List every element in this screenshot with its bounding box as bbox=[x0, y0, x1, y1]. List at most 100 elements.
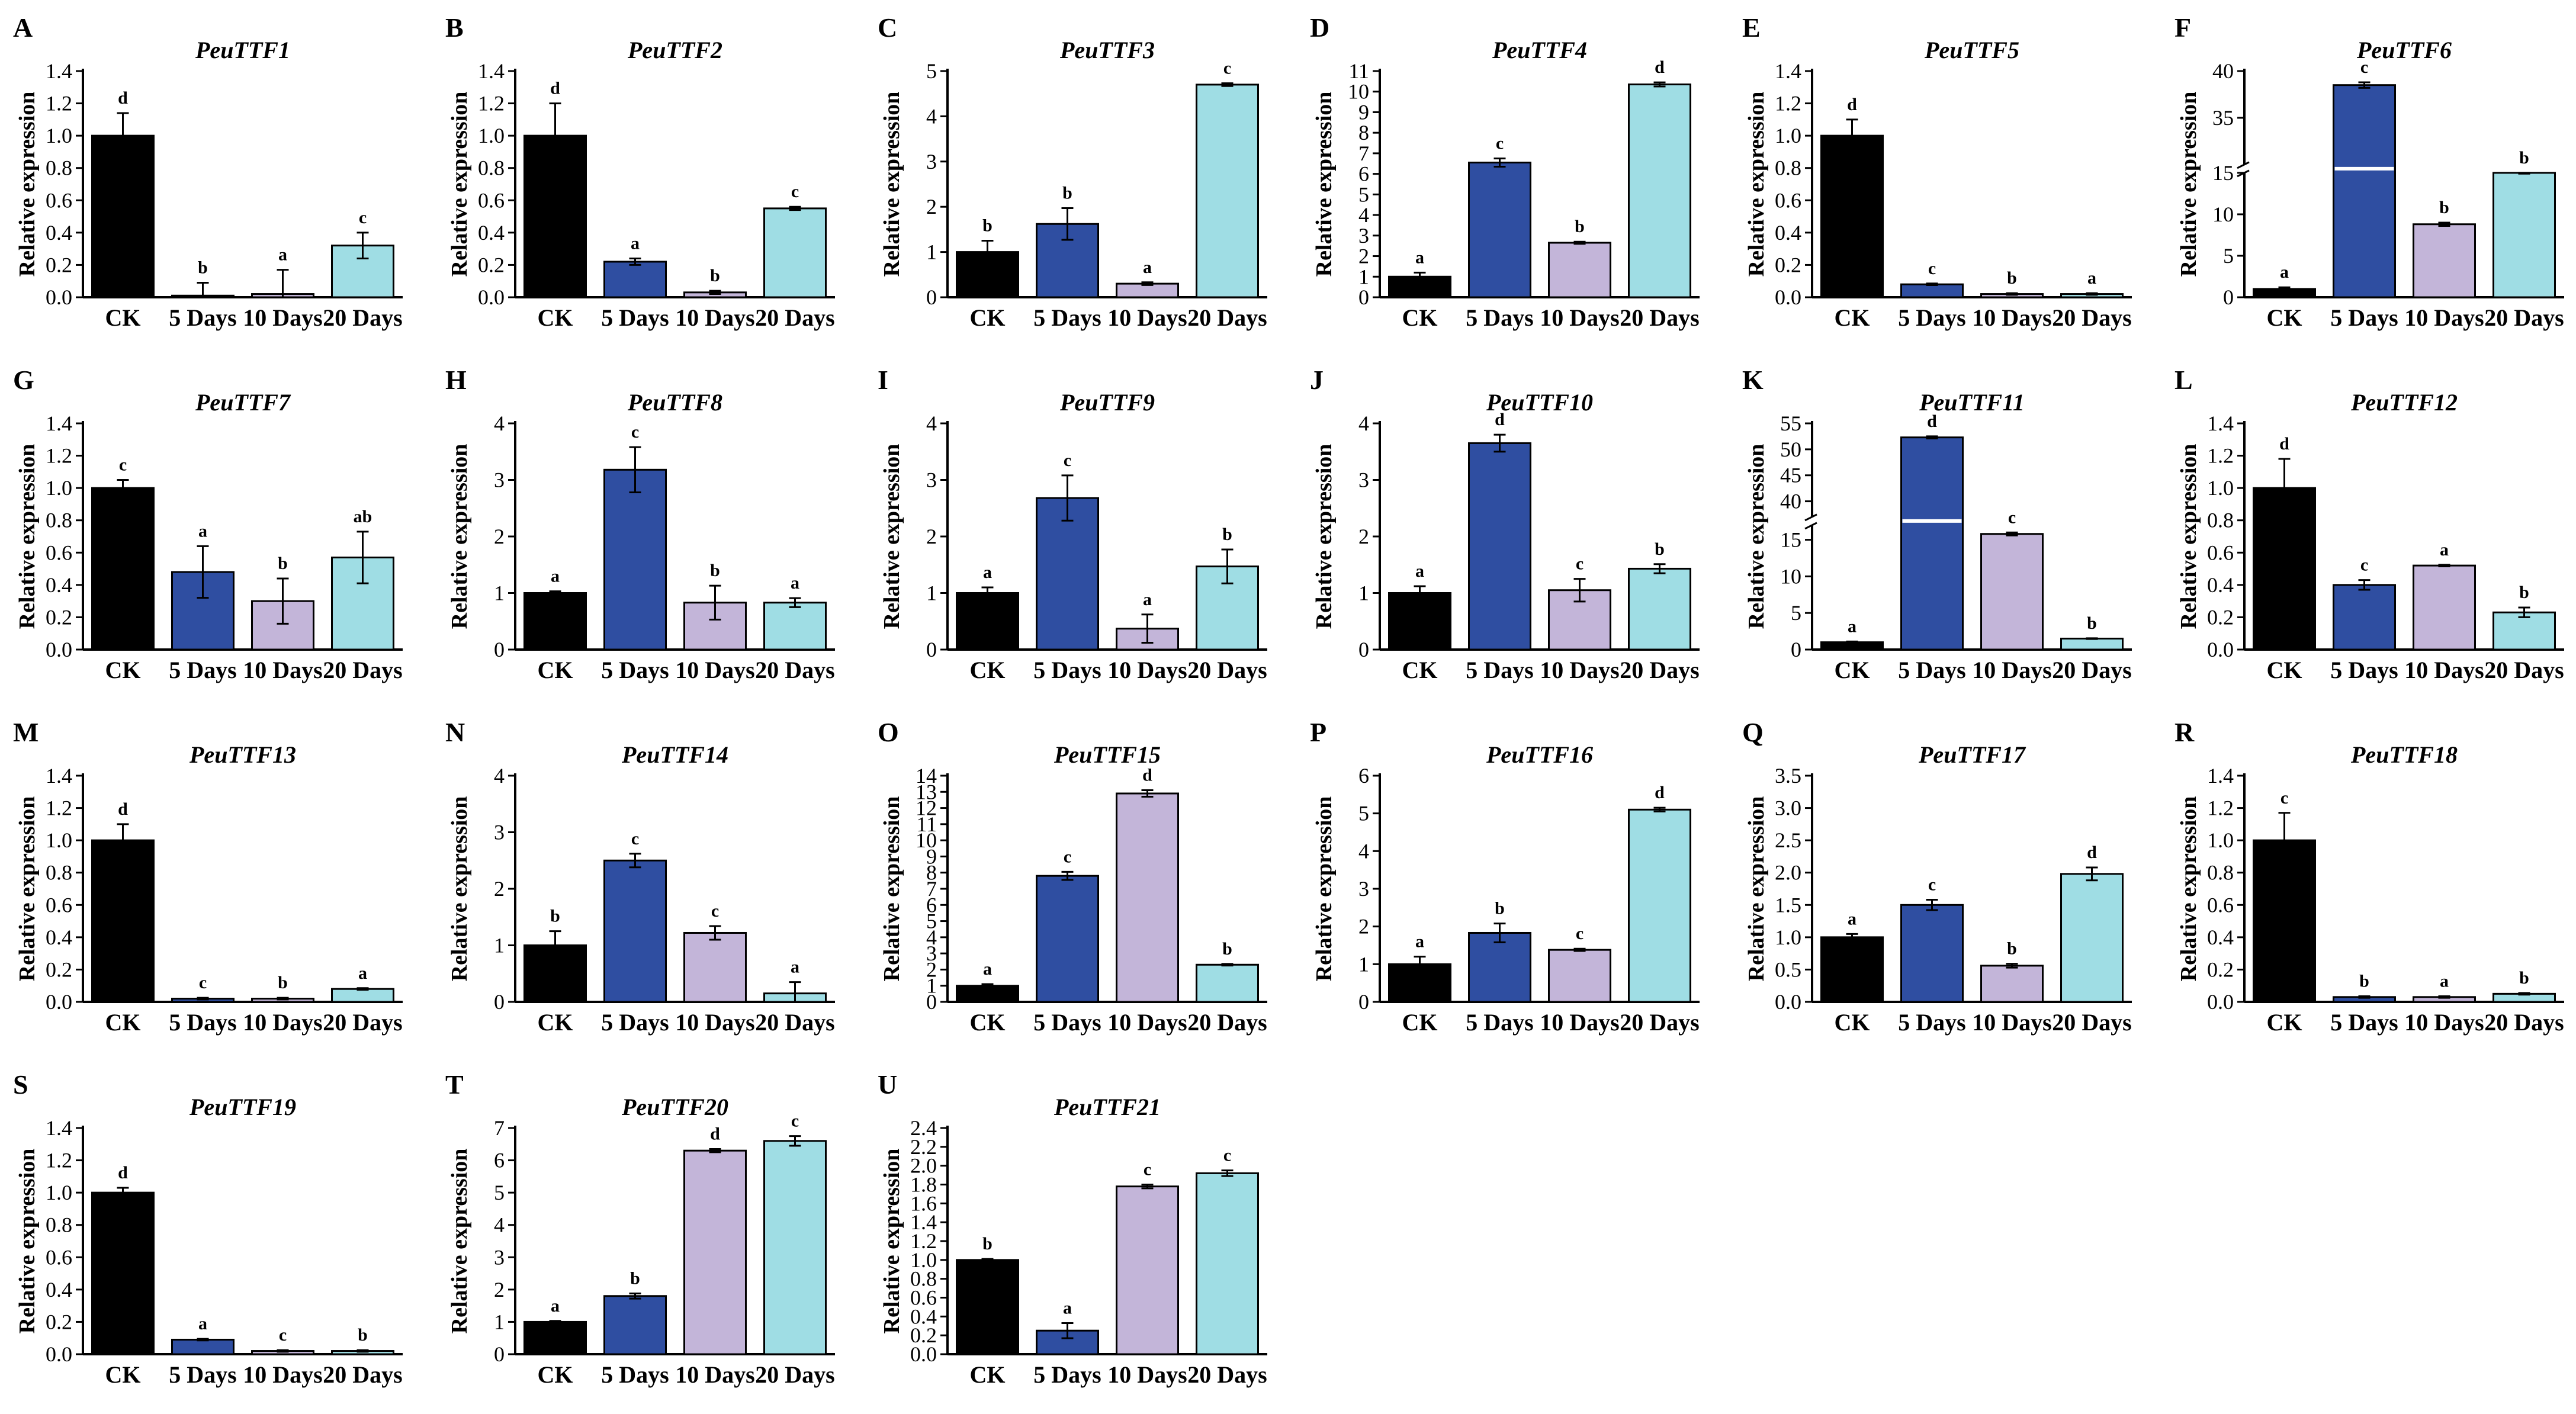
significance-letter: b bbox=[1655, 539, 1665, 559]
significance-letter: c bbox=[279, 1325, 287, 1345]
y-tick-label: 1.6 bbox=[910, 1191, 937, 1215]
x-tick-label: 20 Days bbox=[323, 657, 402, 683]
bar bbox=[1900, 904, 1964, 1003]
y-tick-label: 3 bbox=[926, 468, 937, 492]
significance-letter: b bbox=[1222, 939, 1232, 959]
y-tick-label: 1 bbox=[494, 934, 505, 957]
x-tick-label: 20 Days bbox=[323, 1361, 402, 1388]
x-tick-label: 10 Days bbox=[1540, 1009, 1619, 1036]
y-axis-label: Relative expression bbox=[879, 92, 904, 277]
panel-title: PeuTTF13 bbox=[189, 741, 296, 768]
x-tick-label: CK bbox=[1402, 657, 1438, 683]
x-tick-label: 5 Days bbox=[169, 1009, 236, 1036]
bar bbox=[2253, 839, 2316, 1003]
y-tick-label: 12 bbox=[916, 796, 937, 820]
x-tick-label: 10 Days bbox=[243, 1009, 322, 1036]
y-tick-label: 0.6 bbox=[2207, 541, 2234, 564]
x-tick-label: 10 Days bbox=[675, 1361, 754, 1388]
x-tick-label: CK bbox=[2267, 304, 2302, 331]
y-tick-label: 5 bbox=[926, 910, 937, 933]
y-tick-label: 1.0 bbox=[2207, 476, 2234, 500]
y-tick-label: 1.0 bbox=[46, 828, 72, 852]
y-tick-label: 1.2 bbox=[478, 92, 505, 115]
y-tick-label: 50 bbox=[1780, 438, 1801, 461]
y-tick-label: 14 bbox=[916, 764, 937, 788]
panel-letter: G bbox=[13, 365, 34, 395]
significance-letter: a bbox=[551, 1296, 560, 1316]
significance-letter: d bbox=[1142, 766, 1152, 785]
y-tick-label: 0.6 bbox=[1775, 188, 1801, 212]
y-tick-label: 3 bbox=[494, 468, 505, 492]
significance-letter: b bbox=[710, 266, 720, 285]
bar bbox=[1900, 283, 1964, 298]
significance-letter: b bbox=[550, 907, 560, 926]
y-tick-label: 3 bbox=[926, 941, 937, 965]
bar bbox=[1196, 83, 1259, 298]
y-tick-label: 2 bbox=[494, 1278, 505, 1301]
y-tick-label: 0.6 bbox=[46, 541, 72, 564]
y-tick-label: 6 bbox=[1358, 162, 1369, 186]
axis-break-mark bbox=[1804, 513, 1817, 522]
y-tick-label: 1.4 bbox=[910, 1210, 937, 1234]
bar bbox=[91, 1191, 155, 1355]
bar bbox=[1900, 436, 1964, 651]
y-tick-label: 0.8 bbox=[910, 1267, 937, 1291]
significance-letter: c bbox=[2360, 57, 2368, 77]
y-tick-label: 0.6 bbox=[478, 188, 505, 212]
bar bbox=[2493, 172, 2556, 298]
significance-letter: ab bbox=[354, 507, 372, 526]
x-tick-label: CK bbox=[105, 304, 141, 331]
x-tick-label: 10 Days bbox=[1107, 1009, 1187, 1036]
significance-letter: c bbox=[2281, 788, 2288, 808]
bar bbox=[1980, 533, 2044, 651]
bar bbox=[956, 985, 1019, 1003]
panel-title: PeuTTF5 bbox=[1924, 37, 2019, 63]
y-tick-label: 35 bbox=[2212, 106, 2234, 130]
significance-letter: b bbox=[1575, 217, 1585, 236]
x-tick-label: 10 Days bbox=[2404, 1009, 2484, 1036]
significance-letter: a bbox=[2440, 971, 2449, 991]
x-tick-label: 5 Days bbox=[1466, 304, 1533, 331]
y-tick-label: 0.0 bbox=[46, 1342, 72, 1366]
panel-title: PeuTTF8 bbox=[627, 389, 722, 416]
y-tick-label: 1.0 bbox=[46, 476, 72, 500]
y-axis-label: Relative expression bbox=[15, 444, 40, 629]
y-tick-label: 5 bbox=[1791, 601, 1801, 625]
y-tick-label: 3 bbox=[494, 1245, 505, 1269]
y-axis-label: Relative expression bbox=[1312, 92, 1337, 277]
y-tick-label: 0 bbox=[926, 285, 937, 309]
panel-title: PeuTTF7 bbox=[195, 389, 291, 416]
y-tick-label: 1.4 bbox=[478, 59, 505, 83]
significance-letter: c bbox=[1223, 59, 1231, 78]
bar bbox=[171, 1338, 235, 1355]
y-tick-label: 0.4 bbox=[2207, 925, 2234, 949]
y-tick-label: 2.4 bbox=[910, 1116, 937, 1140]
significance-letter: a bbox=[551, 567, 560, 586]
y-tick-label: 2.5 bbox=[1775, 828, 1801, 852]
y-tick-label: 7 bbox=[926, 877, 937, 901]
y-tick-label: 0 bbox=[926, 638, 937, 661]
y-tick-label: 3.5 bbox=[1775, 764, 1801, 788]
y-axis-label: Relative expression bbox=[1744, 444, 1769, 629]
significance-letter: d bbox=[118, 1163, 128, 1182]
significance-letter: b bbox=[1222, 525, 1232, 544]
panel-letter: L bbox=[2174, 365, 2193, 395]
x-tick-label: 20 Days bbox=[755, 1009, 834, 1036]
y-tick-label: 0.4 bbox=[46, 1278, 72, 1301]
y-tick-label: 1.0 bbox=[46, 124, 72, 147]
x-tick-label: CK bbox=[538, 1009, 573, 1036]
y-tick-label: 0.2 bbox=[1775, 253, 1801, 277]
significance-letter: b bbox=[2359, 971, 2369, 991]
x-tick-label: 5 Days bbox=[1033, 304, 1101, 331]
y-tick-label: 7 bbox=[494, 1116, 505, 1140]
x-tick-label: 5 Days bbox=[2330, 657, 2398, 683]
significance-letter: a bbox=[1063, 1298, 1072, 1317]
y-tick-label: 0.0 bbox=[1775, 990, 1801, 1014]
significance-letter: a bbox=[1143, 590, 1152, 609]
y-axis-label: Relative expression bbox=[1312, 444, 1337, 629]
x-tick-label: 10 Days bbox=[2404, 304, 2484, 331]
x-tick-label: 5 Days bbox=[601, 657, 669, 683]
